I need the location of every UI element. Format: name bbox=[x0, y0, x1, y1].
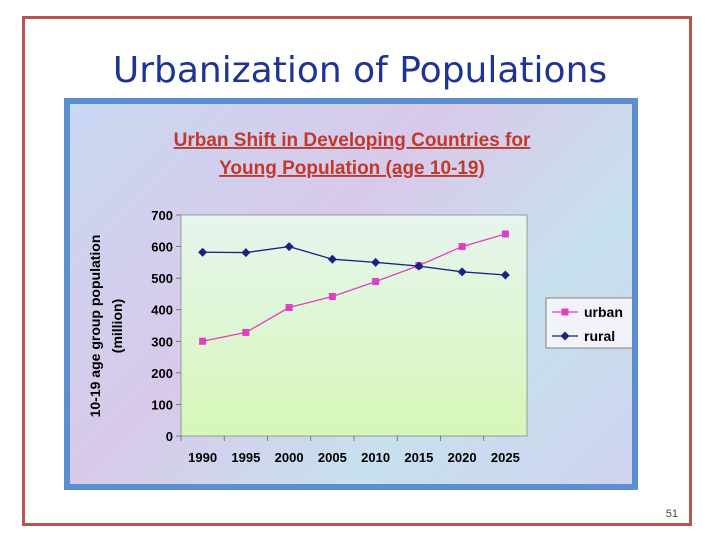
rural-series-line bbox=[202, 245, 506, 276]
urban-data-point bbox=[458, 243, 466, 251]
legend-marker-urban bbox=[561, 308, 569, 316]
x-tick-label: 2010 bbox=[361, 450, 390, 465]
x-tick-label: 1995 bbox=[231, 450, 260, 465]
y-axis-unit: (million) bbox=[109, 299, 125, 353]
x-tick-label: 2015 bbox=[404, 450, 433, 465]
legend-label-rural: rural bbox=[584, 328, 615, 344]
y-tick-label: 200 bbox=[151, 366, 173, 381]
y-ticks: 0 100 200 300 400 500 600 700 bbox=[151, 208, 181, 444]
x-tick-label: 2020 bbox=[448, 450, 477, 465]
slide-title: Urbanization of Populations bbox=[112, 50, 608, 91]
rural-data-point bbox=[371, 257, 381, 267]
rural-data-point bbox=[327, 254, 337, 264]
x-tick-label: 2025 bbox=[491, 450, 520, 465]
urban-data-point bbox=[501, 230, 509, 238]
series-lines bbox=[198, 230, 510, 345]
slide-border bbox=[22, 16, 692, 526]
y-axis-title-group: 10-19 age group population (million) bbox=[87, 235, 125, 418]
rural-data-point bbox=[414, 261, 424, 271]
urban-data-point bbox=[242, 328, 250, 336]
rural-data-point bbox=[198, 247, 208, 257]
chart-frame: Urban Shift in Developing Countries for … bbox=[64, 98, 638, 490]
x-ticks: 1990 1995 2000 2005 2010 2015 2020 2025 bbox=[180, 436, 520, 465]
x-tick-label: 1990 bbox=[188, 450, 217, 465]
chart-subtitle: Young Population (age 10-19) bbox=[219, 158, 485, 179]
y-tick-label: 100 bbox=[151, 397, 173, 412]
x-tick-label: 2005 bbox=[318, 450, 347, 465]
legend-box bbox=[545, 297, 635, 349]
y-tick-label: 400 bbox=[151, 303, 173, 318]
legend-label-urban: urban bbox=[584, 304, 623, 320]
rural-data-point bbox=[457, 267, 467, 277]
y-tick-label: 600 bbox=[151, 240, 173, 255]
rural-data-point bbox=[241, 248, 251, 258]
rural-data-point bbox=[500, 270, 510, 280]
chart-title: Urban Shift in Developing Countries for bbox=[174, 130, 531, 151]
plot-area bbox=[180, 214, 528, 437]
urban-series-line bbox=[202, 233, 506, 342]
line-chart: Urban Shift in Developing Countries for … bbox=[87, 130, 635, 465]
page-number: 51 bbox=[665, 508, 678, 520]
rural-data-point bbox=[284, 242, 294, 252]
chart-panel: Urban Shift in Developing Countries for … bbox=[70, 104, 635, 484]
urban-data-point bbox=[199, 337, 207, 345]
legend: urban rural bbox=[545, 297, 635, 349]
y-tick-label: 500 bbox=[151, 271, 173, 286]
urban-data-point bbox=[285, 304, 293, 312]
y-tick-label: 0 bbox=[166, 429, 173, 444]
y-axis-title: 10-19 age group population bbox=[87, 235, 103, 418]
y-tick-label: 700 bbox=[151, 208, 173, 223]
y-tick-label: 300 bbox=[151, 334, 173, 349]
urban-data-point bbox=[328, 292, 336, 300]
x-tick-label: 2000 bbox=[275, 450, 304, 465]
urban-data-point bbox=[372, 278, 380, 286]
legend-marker-rural bbox=[560, 331, 570, 341]
